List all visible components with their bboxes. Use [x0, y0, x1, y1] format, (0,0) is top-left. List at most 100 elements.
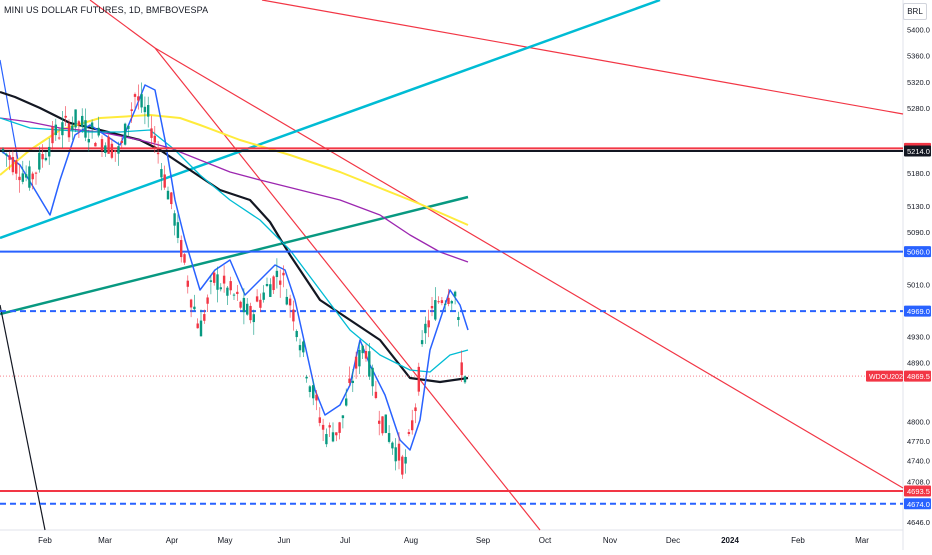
candle-body [321, 424, 325, 430]
candle-body [183, 254, 186, 263]
x-tick-label: Oct [539, 536, 552, 545]
candle-body [463, 376, 467, 383]
currency-button[interactable]: BRL [903, 3, 927, 20]
candle-body [232, 294, 236, 296]
candle-body [305, 376, 308, 379]
candle-body [140, 94, 143, 108]
candle-body [54, 124, 57, 136]
candle-body [427, 320, 430, 328]
current-price-label: 4869.5 [907, 372, 930, 381]
price-level-label-5: 4674.0 [907, 500, 930, 509]
candle-body [163, 174, 166, 188]
y-tick-label: 5280.0 [907, 104, 930, 113]
trendline-red-long [154, 47, 904, 489]
candle-body [34, 172, 38, 174]
candle-body [328, 425, 331, 428]
candle-body [374, 391, 378, 399]
candle-body [292, 309, 295, 322]
y-tick-label: 5090.0 [907, 228, 930, 237]
drawings-layer [0, 0, 904, 531]
candle-body [28, 166, 31, 188]
x-tick-label: May [217, 536, 232, 545]
candle-body [150, 128, 153, 138]
candle-body [222, 275, 226, 284]
candle-body [404, 456, 407, 464]
candle-body [114, 150, 117, 152]
candle-body [38, 152, 41, 170]
ma-blue [0, 84, 469, 451]
candle-body [407, 432, 411, 434]
price-levels-layer [0, 147, 903, 505]
candle-body [450, 301, 453, 304]
candle-body [341, 415, 345, 419]
candle-body [219, 287, 222, 290]
price-axis: 5400.0 5360.0 5320.0 5280.0 5180.0 5130.0 5090… [866, 26, 931, 527]
candle-body [394, 447, 397, 462]
x-tick-label: Dec [666, 536, 680, 545]
candle-body [130, 109, 133, 111]
candle-body [64, 115, 67, 118]
candle-body [417, 366, 420, 392]
candle-body [460, 362, 463, 376]
candle-body [186, 280, 189, 287]
candle-body [11, 157, 15, 173]
x-tick-label: Mar [98, 536, 112, 545]
candle-body [265, 284, 269, 286]
candle-body [137, 96, 140, 101]
price-level-label-2: 5060.0 [907, 248, 930, 257]
symbol-label: WDOU2023 [869, 374, 907, 381]
candle-body [312, 385, 315, 399]
candle-body [104, 145, 107, 154]
price-level-tag-5 [904, 498, 931, 510]
candle-body [170, 192, 173, 205]
ma-black [0, 90, 469, 384]
candle-body [160, 169, 163, 178]
candle-body [8, 155, 11, 160]
candle-body [249, 305, 252, 321]
candle-body [236, 291, 239, 295]
candle-body [335, 432, 338, 436]
candle-body [239, 301, 242, 308]
candle-body [378, 420, 381, 424]
candle-body [437, 301, 440, 303]
x-tick-label: Mar [855, 536, 869, 545]
candle-body [348, 378, 351, 383]
candle-body [84, 120, 87, 138]
candle-body [411, 420, 414, 431]
x-tick-label: Sep [476, 536, 491, 545]
symbol-tag [866, 370, 903, 382]
candle-body [444, 303, 447, 305]
candle-body [127, 125, 130, 129]
candle-body [229, 281, 232, 291]
candle-body [302, 341, 305, 353]
y-tick-label: 4930.0 [907, 333, 930, 342]
candle-body [397, 443, 401, 461]
candle-body [74, 109, 77, 128]
candle-body [44, 157, 48, 161]
x-tick-label: Feb [791, 536, 805, 545]
candle-body [387, 433, 391, 442]
candle-body [209, 280, 213, 282]
candle-body [434, 300, 437, 320]
candle-body [259, 299, 262, 308]
y-tick-label: 5360.0 [907, 52, 930, 61]
candle-body [81, 115, 84, 127]
candle-body [420, 340, 424, 345]
y-tick-label: 4890.0 [907, 359, 930, 368]
candle-body [354, 356, 358, 369]
candle-body [199, 320, 203, 337]
current-price-tag [904, 370, 931, 382]
candle-body [156, 152, 160, 155]
x-tick-label: Jun [278, 536, 291, 545]
y-tick-label: 4770.0 [907, 437, 930, 446]
candle-body [285, 296, 288, 305]
y-tick-label: 4800.0 [907, 417, 930, 426]
x-tick-label: Jul [340, 536, 350, 545]
candle-body [288, 298, 292, 306]
candle-body [31, 173, 34, 180]
candle-body [252, 314, 255, 323]
candle-body [18, 176, 21, 181]
price-level-tag-2 [904, 246, 931, 258]
